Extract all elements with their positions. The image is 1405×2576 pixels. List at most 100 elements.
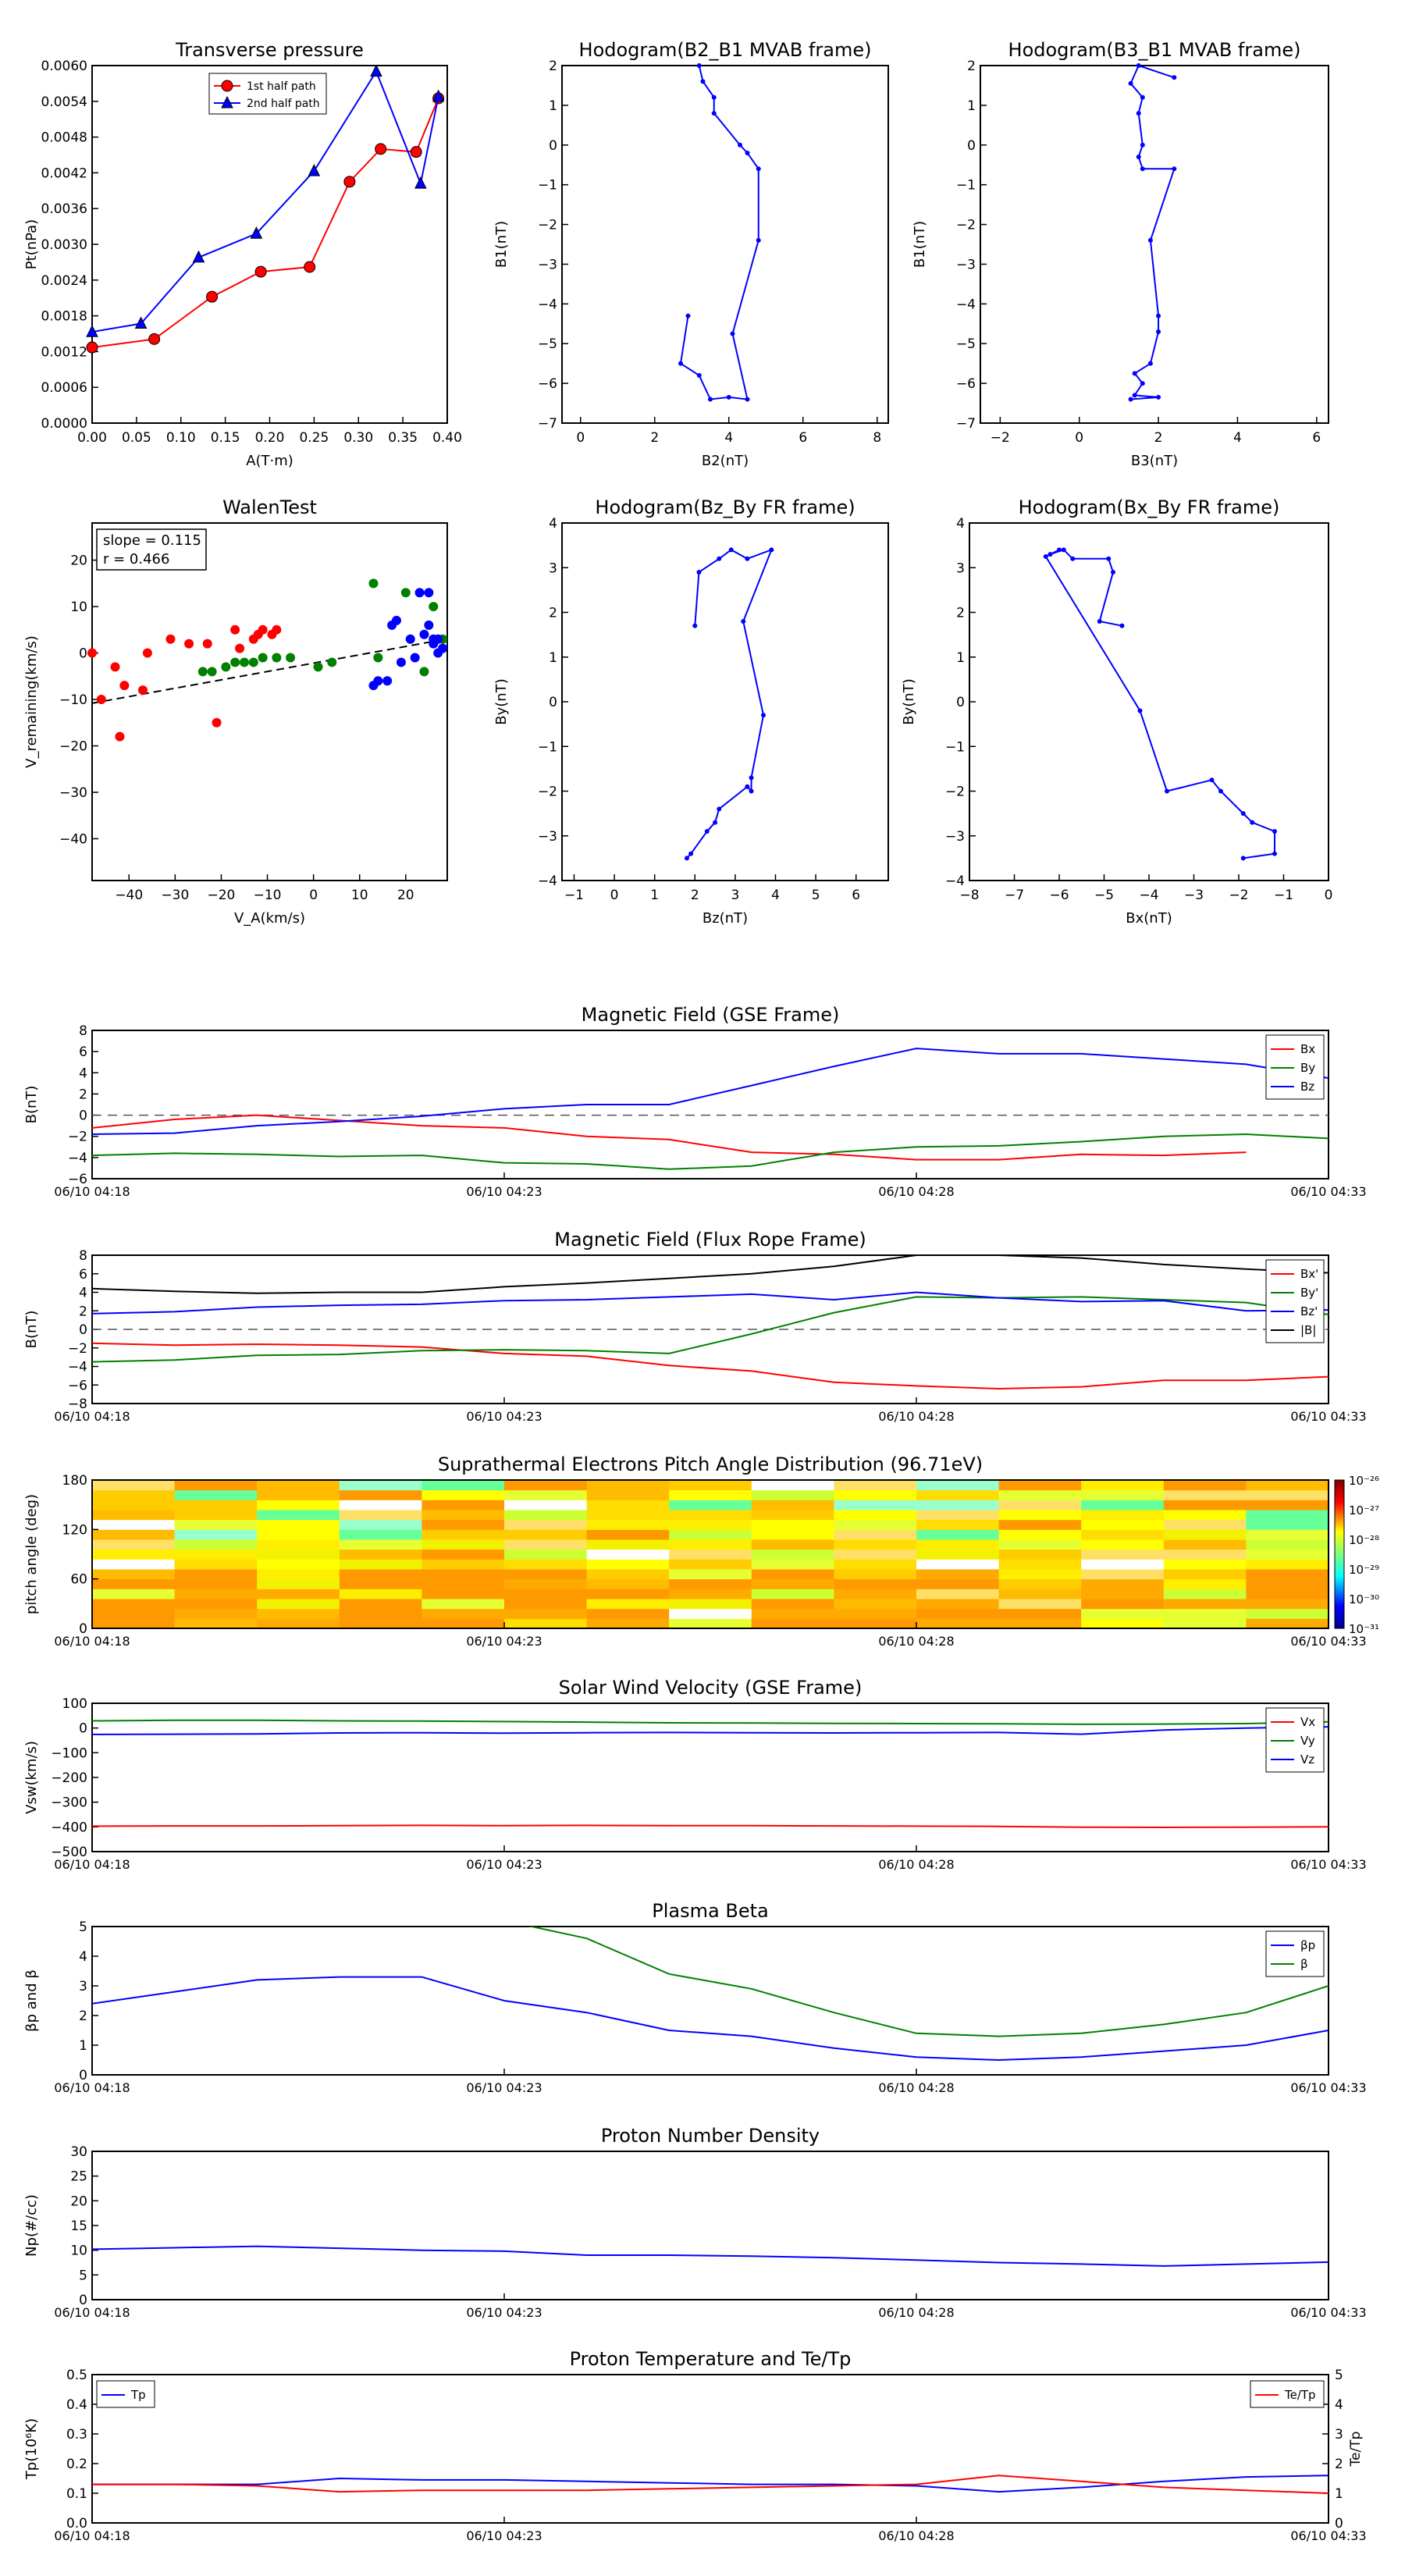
y-tick-label: 1: [967, 98, 976, 114]
time-tick-label: 06/10 04:28: [878, 1857, 954, 1872]
data-point: [1240, 811, 1246, 817]
chart-walen: WalenTest −40 −30 −20 −10 0 10 20 −40 −30 −20 −10 0 1…: [23, 496, 448, 927]
heatmap-cell: [998, 1489, 1082, 1500]
scatter-point-red: [165, 634, 176, 644]
time-tick-label: 06/10 04:33: [1290, 2305, 1366, 2320]
y-tick-label: 0: [549, 695, 557, 710]
heatmap-cell: [504, 1559, 588, 1570]
x-tick-label: 3: [731, 888, 739, 903]
data-point: [730, 331, 735, 336]
data-point: [1132, 371, 1137, 376]
heatmap-cell: [751, 1489, 834, 1500]
y-tick-label: −3: [538, 257, 557, 272]
series-line-TeTp: [92, 2475, 1329, 2494]
data-point: [221, 80, 233, 92]
y-tick-label: 3: [79, 1979, 87, 1994]
heatmap-cell: [174, 1539, 258, 1550]
legend-label: Bx': [1300, 1267, 1318, 1281]
heatmap-cell: [504, 1589, 588, 1599]
y-tick-label: 0.5: [66, 2368, 87, 2383]
x-tick-label: 6: [1312, 430, 1321, 446]
y-tick-label: 0.0012: [41, 344, 87, 360]
y-tick-label: 0: [549, 138, 557, 154]
scatter-point-red: [258, 624, 268, 635]
y-tick-label: 2: [549, 606, 557, 621]
y-tick-label: 1: [549, 98, 557, 114]
heatmap-cell: [586, 1529, 670, 1540]
x-tick-label: −10: [254, 888, 282, 903]
legend-label: Tp: [130, 2388, 146, 2402]
plot-frame-overlay: [91, 1479, 1329, 1629]
heatmap-cell: [257, 1489, 340, 1500]
heatmap-cell: [504, 1489, 588, 1500]
y-tick-label: 0.0036: [41, 201, 87, 217]
time-tick-label: 06/10 04:33: [1290, 1184, 1366, 1199]
heatmap-cell: [834, 1569, 917, 1580]
data-point: [1048, 552, 1053, 557]
y-tick-label: −5: [956, 336, 976, 352]
heatmap-cell: [92, 1519, 176, 1530]
heatmap-cell: [834, 1480, 917, 1491]
y-axis-label: Pt(nPa): [23, 219, 40, 269]
heatmap-cell: [422, 1500, 505, 1510]
scatter-point-blue: [414, 588, 425, 598]
y-tick-label: −4: [956, 297, 976, 312]
x-tick-label: 0: [610, 888, 619, 903]
heatmap-cell: [751, 1549, 834, 1560]
heatmap-cell: [1246, 1559, 1329, 1570]
heatmap-cell: [422, 1578, 505, 1589]
data-point: [1172, 75, 1177, 80]
heatmap-cell: [339, 1589, 422, 1599]
heatmap-cell: [257, 1559, 340, 1570]
heatmap-cell: [1163, 1589, 1247, 1599]
y-tick-label: −7: [956, 416, 976, 432]
y-tick-label: −3: [945, 829, 965, 845]
heatmap-cell: [1081, 1578, 1165, 1589]
x-tick-label: 10: [351, 888, 368, 903]
time-tick-label: 06/10 04:28: [878, 2080, 954, 2095]
y-axis-label: By(nT): [493, 678, 510, 724]
heatmap-cell: [504, 1539, 588, 1550]
heatmap-cell: [998, 1569, 1082, 1580]
data-point: [1209, 777, 1215, 783]
heatmap-cell: [422, 1510, 505, 1521]
heatmap-cell: [916, 1569, 1000, 1580]
data-point: [1272, 851, 1277, 856]
time-tick-label: 06/10 04:23: [466, 2080, 542, 2095]
x-tick-label: 0: [576, 430, 585, 446]
heatmap-cell: [1081, 1599, 1165, 1610]
data-point: [700, 79, 706, 84]
heatmap-cell: [92, 1549, 176, 1560]
heatmap-cell: [174, 1608, 258, 1619]
heatmap-cell: [998, 1480, 1082, 1491]
data-point: [410, 146, 422, 158]
y-axis-label: V_remaining(km/s): [23, 635, 40, 768]
scatter-point-blue: [433, 634, 443, 644]
heatmap-cell: [422, 1559, 505, 1570]
scatter-point-red: [96, 695, 106, 705]
heatmap-cell: [339, 1569, 422, 1580]
data-point: [745, 556, 750, 561]
time-tick-label: 06/10 04:18: [54, 1184, 130, 1199]
heatmap-cell: [422, 1480, 505, 1491]
legend-label: β: [1300, 1957, 1308, 1971]
heatmap-cell: [422, 1589, 505, 1599]
heatmap-cell: [174, 1618, 258, 1629]
x-tick-label: 0.15: [211, 430, 240, 446]
x-tick-label: −6: [1049, 888, 1069, 903]
y-tick-label: −2: [68, 1130, 87, 1145]
data-point: [745, 397, 750, 402]
y-tick-label: 0: [79, 1108, 87, 1124]
data-point: [1172, 166, 1177, 172]
legend-label: By: [1300, 1061, 1315, 1075]
heatmap-cell: [1163, 1549, 1247, 1560]
data-point: [745, 150, 750, 155]
heatmap-cell: [586, 1608, 670, 1619]
heatmap-cell: [669, 1489, 752, 1500]
plot-frame: [969, 522, 1329, 881]
heatmap-cell: [834, 1510, 917, 1521]
y-tick-label: −200: [51, 1770, 87, 1786]
y-axis-label: βp and β: [23, 1969, 40, 2032]
data-point: [343, 176, 356, 188]
data-point: [1156, 313, 1161, 318]
